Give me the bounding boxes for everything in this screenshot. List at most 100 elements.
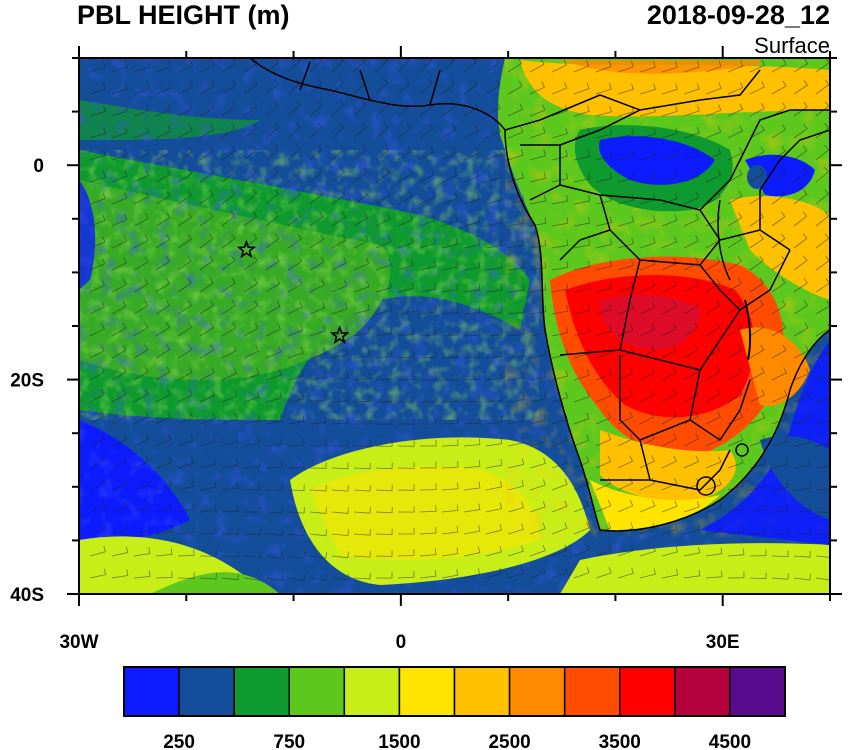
wind-barb (705, 169, 722, 183)
wind-barb (441, 124, 457, 139)
wind-barb (749, 124, 765, 139)
wind-barb (485, 350, 503, 359)
wind-barb (177, 344, 193, 359)
wind-barb (441, 192, 458, 205)
wind-barb (287, 324, 304, 337)
wind-barb (309, 439, 327, 447)
wind-barb (727, 190, 743, 205)
colorbar-swatch (123, 666, 180, 717)
wind-barb (507, 501, 524, 513)
wind-barb (529, 127, 546, 139)
wind-barb (617, 302, 634, 315)
wind-barb (639, 61, 656, 73)
wind-barb (617, 544, 634, 557)
wind-barb (529, 104, 546, 117)
wind-barb (265, 551, 283, 559)
wind-barb (749, 146, 765, 161)
wind-barb (749, 480, 767, 491)
wind-barb (243, 300, 259, 315)
wind-barb (749, 366, 765, 381)
wind-barb (771, 80, 787, 95)
wind-barb (639, 455, 655, 469)
wind-barb (595, 346, 612, 359)
wind-barb (463, 351, 481, 359)
wind-barb (309, 416, 327, 425)
wind-barb (221, 167, 236, 183)
wind-barb (243, 79, 258, 95)
wind-barb (793, 482, 811, 491)
wind-barb (419, 305, 437, 315)
wind-barb (155, 502, 173, 513)
colorbar-swatch (288, 666, 346, 717)
wind-barb (683, 569, 701, 579)
wind-barb (243, 189, 258, 205)
wind-barb (199, 189, 214, 205)
wind-barb (243, 437, 261, 447)
wind-barb (375, 528, 393, 536)
wind-barb (441, 547, 459, 557)
wind-barb (375, 100, 389, 117)
wind-barb (815, 144, 829, 161)
wind-barb (441, 373, 459, 381)
colorbar-swatch (563, 666, 621, 717)
wind-barb (375, 78, 388, 95)
coastline-boundaries (249, 58, 830, 532)
wind-barb (155, 479, 172, 491)
wind-barb (133, 433, 150, 447)
wind-barb (309, 393, 327, 403)
wind-barb (639, 568, 656, 579)
wind-barb (243, 414, 260, 425)
wind-barb (595, 567, 612, 579)
wind-barb (419, 283, 437, 293)
wind-barb (221, 528, 239, 535)
wind-barb (573, 325, 590, 337)
wind-barb (331, 394, 349, 403)
wind-barb (375, 213, 391, 227)
wind-barb (309, 325, 326, 337)
wind-barb (353, 122, 367, 139)
wind-barb (639, 411, 655, 425)
wind-barb (661, 344, 677, 359)
wind-barb (771, 344, 787, 359)
wind-barb (485, 80, 501, 95)
wind-barb (771, 124, 787, 139)
wind-barb (177, 480, 195, 491)
wind-barb (221, 550, 239, 558)
axis-tick-labels: 30W 0 30E 0 20S 40S (10, 156, 739, 653)
wind-barb (243, 145, 258, 161)
wind-barb (661, 388, 677, 403)
wind-barb (463, 284, 481, 293)
wind-barb (89, 192, 106, 205)
wind-barb (133, 344, 149, 359)
wind-barb (749, 412, 766, 425)
wind-barb (111, 127, 128, 139)
wind-barb (507, 239, 525, 249)
wind-barb (89, 545, 106, 557)
wind-barb (507, 80, 523, 95)
wind-barb (331, 417, 349, 425)
wind-barb (420, 440, 437, 447)
wind-barb (595, 522, 612, 535)
wind-barb (287, 189, 301, 205)
colorbar-swatch (343, 666, 401, 717)
wind-barb (661, 523, 678, 535)
wind-barb (419, 548, 437, 557)
wind-barb (133, 478, 150, 491)
wind-barb (793, 390, 810, 403)
wind-barb (507, 194, 525, 205)
wind-barb (705, 456, 722, 469)
wind-barb (133, 60, 150, 73)
wind-barb (265, 58, 280, 73)
wind-barb (353, 189, 368, 205)
wind-barb (485, 416, 503, 425)
wind-barb (243, 323, 259, 337)
wind-barb (507, 458, 525, 469)
wind-barb (309, 507, 327, 514)
wind-barb (133, 547, 151, 557)
wind-barb (749, 457, 766, 469)
wind-barb (287, 574, 306, 581)
wind-barb (485, 480, 503, 491)
wind-barb (463, 328, 481, 337)
wind-barb (617, 259, 634, 271)
wind-barb (287, 211, 302, 227)
